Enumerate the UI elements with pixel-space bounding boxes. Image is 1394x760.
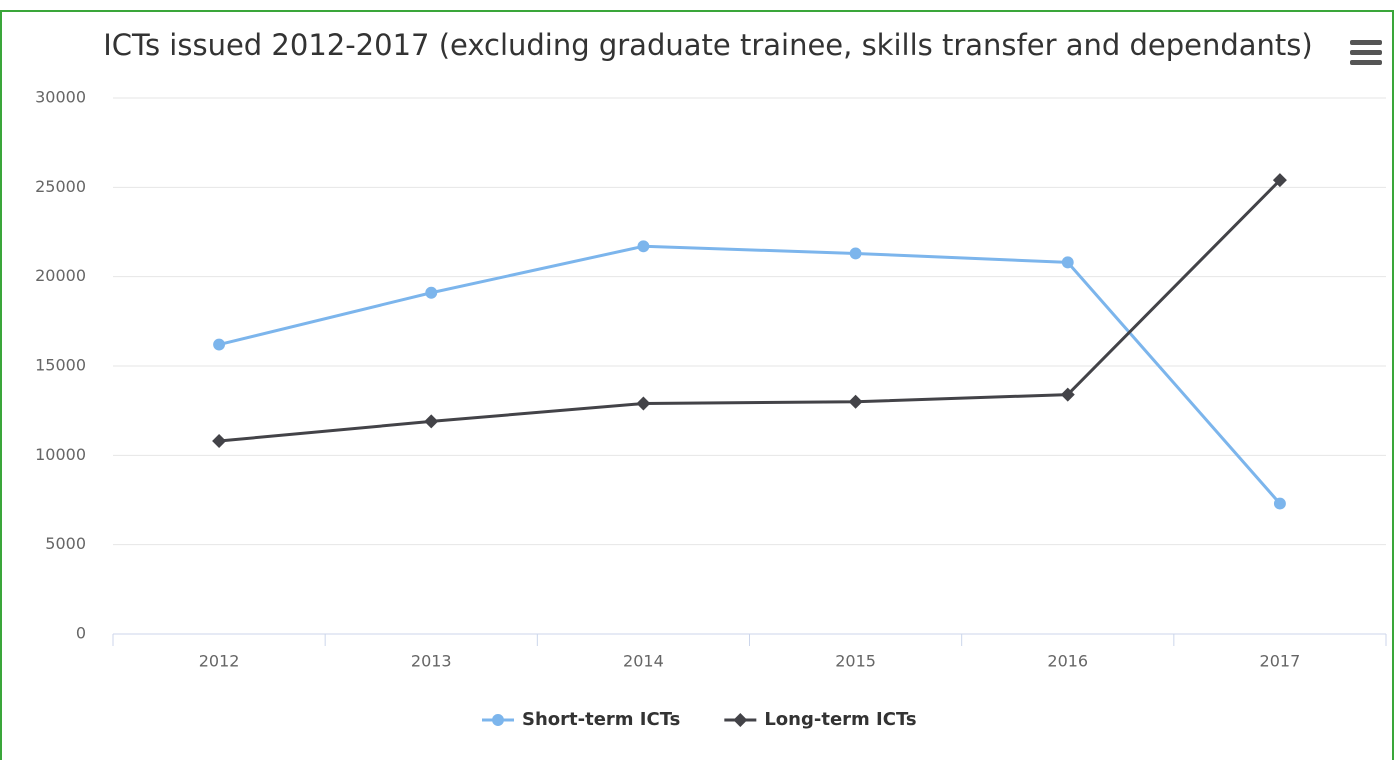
- x-tick-label: 2012: [199, 652, 240, 671]
- data-point: [1060, 387, 1075, 402]
- y-tick-label: 30000: [35, 88, 86, 107]
- chart-title: ICTs issued 2012-2017 (excluding graduat…: [103, 28, 1312, 62]
- x-tick-label: 2016: [1047, 652, 1088, 671]
- menu-button[interactable]: [1350, 40, 1382, 65]
- legend-label: Short-term ICTs: [522, 709, 680, 730]
- y-tick-label: 20000: [35, 266, 86, 285]
- legend-marker: [733, 713, 748, 727]
- data-point: [1272, 173, 1287, 188]
- menu-bar[interactable]: [1350, 60, 1382, 65]
- data-point: [425, 286, 438, 299]
- data-point: [848, 394, 863, 409]
- data-point: [1273, 497, 1286, 510]
- y-tick-label: 25000: [35, 177, 86, 196]
- legend-marker: [492, 714, 504, 726]
- menu-bar[interactable]: [1350, 40, 1382, 45]
- series-line: [218, 179, 1281, 443]
- data-point: [637, 240, 650, 253]
- data-point: [424, 414, 439, 429]
- data-point: [212, 434, 227, 449]
- x-tick-label: 2013: [411, 652, 452, 671]
- data-point: [636, 396, 651, 411]
- frame: [0, 10, 1394, 760]
- y-tick-label: 0: [76, 624, 86, 643]
- data-point: [1061, 256, 1074, 269]
- x-tick-label: 2014: [623, 652, 664, 671]
- data-point: [849, 247, 862, 260]
- menu-bar[interactable]: [1350, 50, 1382, 55]
- x-tick-label: 2017: [1260, 652, 1301, 671]
- y-tick-label: 10000: [35, 445, 86, 464]
- y-tick-label: 15000: [35, 356, 86, 375]
- series-line: [218, 244, 1282, 505]
- x-tick-label: 2015: [835, 652, 876, 671]
- legend-label: Long-term ICTs: [764, 709, 916, 730]
- data-point: [213, 338, 226, 351]
- y-tick-label: 5000: [45, 534, 86, 553]
